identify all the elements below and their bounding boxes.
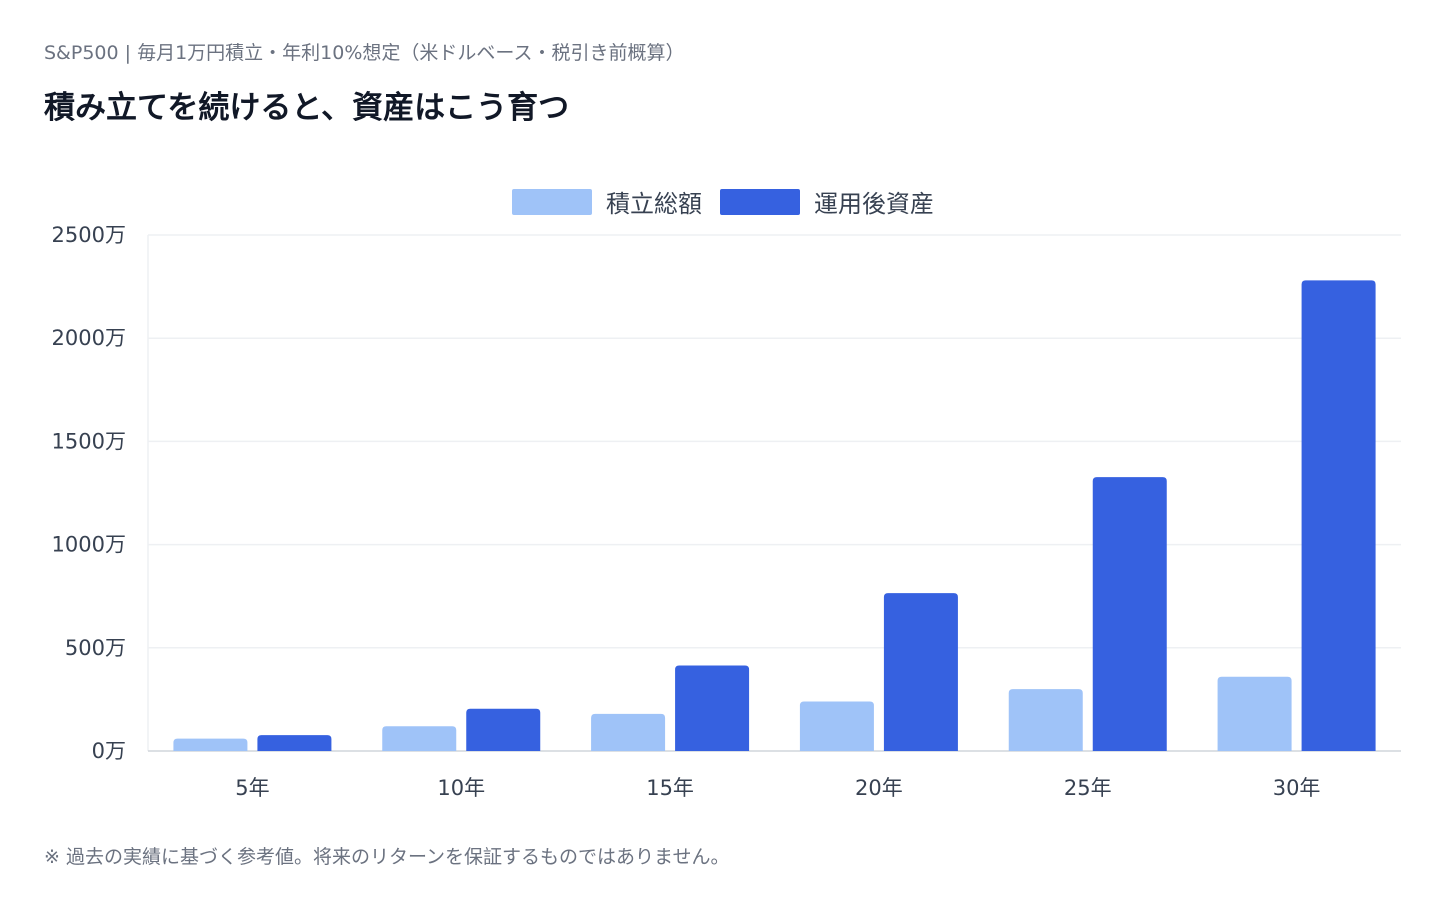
bar-contributed[interactable] xyxy=(382,726,457,751)
bar-contributed[interactable] xyxy=(591,713,666,751)
bar-grown[interactable] xyxy=(675,665,750,751)
chart-legend: 積立総額 運用後資産 xyxy=(0,184,1446,219)
legend-item-grown[interactable]: 運用後資産 xyxy=(720,184,934,219)
y-tick-label: 1500万 xyxy=(52,429,126,453)
legend-swatch-grown xyxy=(720,188,800,215)
x-tick-label: 10年 xyxy=(437,776,485,800)
bar-contributed[interactable] xyxy=(173,738,248,751)
y-tick-label: 0万 xyxy=(92,739,126,763)
footnote: ※ 過去の実績に基づく参考値。将来のリターンを保証するものではありません。 xyxy=(44,846,730,868)
chart-subtitle: S&P500 | 毎月1万円積立・年利10%想定（米ドルベース・税引き前概算） xyxy=(44,42,685,64)
x-tick-label: 20年 xyxy=(855,776,903,800)
x-tick-label: 25年 xyxy=(1064,776,1112,800)
chart-title: 積み立てを続けると、資産はこう育つ xyxy=(44,90,570,126)
legend-swatch-contributed xyxy=(512,188,592,215)
y-tick-label: 2000万 xyxy=(52,326,126,350)
y-tick-label: 1000万 xyxy=(52,533,126,557)
bar-grown[interactable] xyxy=(1092,477,1167,751)
y-tick-label: 2500万 xyxy=(52,223,126,247)
bar-grown[interactable] xyxy=(1301,280,1376,751)
bar-contributed[interactable] xyxy=(799,701,874,751)
x-tick-label: 5年 xyxy=(235,776,269,800)
bar-grown[interactable] xyxy=(883,593,958,751)
legend-label-contributed: 積立総額 xyxy=(606,190,702,218)
bar-grown[interactable] xyxy=(257,735,332,751)
bar-contributed[interactable] xyxy=(1008,689,1083,751)
bar-grown[interactable] xyxy=(466,708,541,751)
legend-item-contributed[interactable]: 積立総額 xyxy=(512,184,702,219)
x-tick-label: 15年 xyxy=(646,776,694,800)
bar-contributed[interactable] xyxy=(1217,676,1292,751)
y-tick-label: 500万 xyxy=(65,636,126,660)
x-tick-label: 30年 xyxy=(1273,776,1321,800)
legend-label-grown: 運用後資産 xyxy=(814,190,934,218)
